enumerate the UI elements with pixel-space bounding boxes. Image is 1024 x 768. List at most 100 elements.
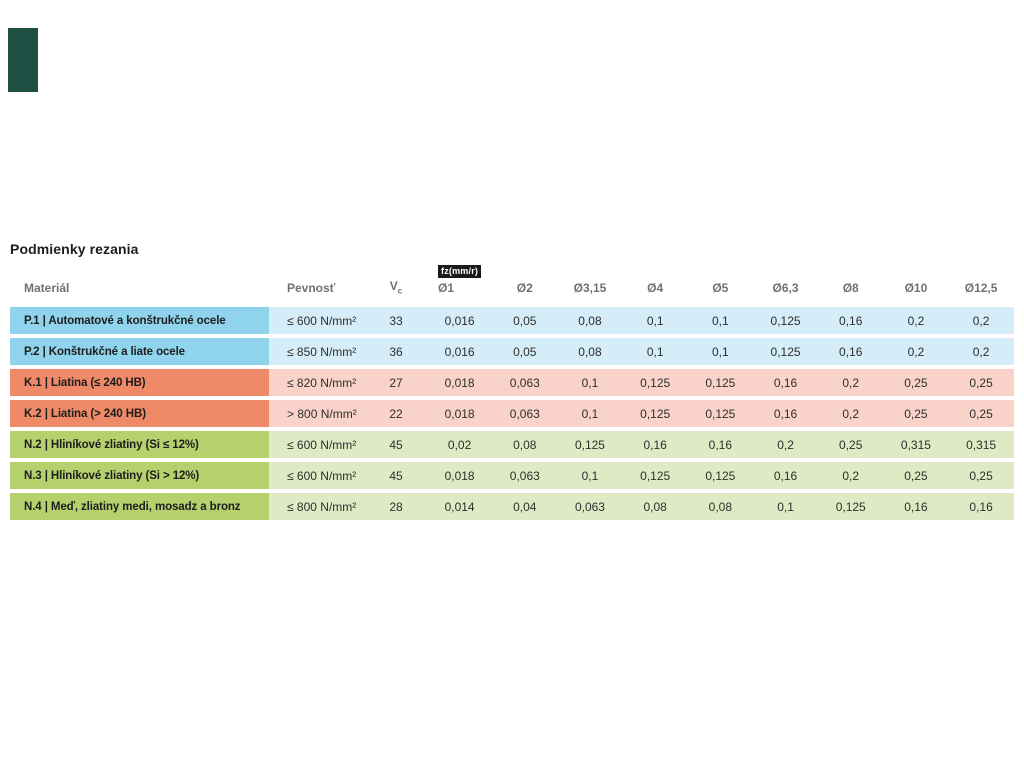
fz-value-cell: 0,1 (777, 499, 794, 514)
strength-cell: ≤ 850 N/mm² (287, 344, 357, 359)
fz-unit-badge: fz(mm/r) (438, 265, 482, 278)
section-title: Podmienky rezania (10, 241, 139, 257)
fz-value-cell: 0,2 (907, 344, 925, 359)
strength-cell: ≤ 820 N/mm² (287, 375, 357, 390)
col-header-d5: Ø5 (712, 281, 729, 295)
fz-value-cell: 0,1 (712, 344, 729, 359)
fz-value-cell: 0,063 (509, 406, 540, 421)
fz-value-cell: 0,2 (777, 437, 794, 452)
fz-value-cell: 0,125 (574, 437, 605, 452)
col-header-vc: Vc (365, 279, 427, 300)
table-body: P.1 | Automatové a konštrukčné ocele ≤ 60… (10, 307, 1014, 524)
fz-value-cell: 0,16 (839, 344, 863, 359)
col-header-strength: Pevnosť (287, 281, 336, 295)
fz-value-cell: 0,125 (705, 375, 736, 390)
fz-value-cell: 0,125 (835, 499, 866, 514)
table-row: N.3 | Hliníkové zliatiny (Si > 12%) ≤ 600… (10, 462, 1014, 489)
fz-value-cell: 0,16 (643, 437, 667, 452)
fz-value-cell: 0,16 (839, 313, 863, 328)
fz-value-cell: 0,2 (842, 468, 860, 483)
fz-value-cell: 0,16 (904, 499, 928, 514)
fz-value-cell: 0,16 (773, 468, 798, 483)
col-header-d2: Ø2 (516, 281, 533, 295)
fz-value-cell: 0,25 (969, 468, 993, 483)
strength-cell: ≤ 600 N/mm² (287, 437, 357, 452)
table-row: K.2 | Liatina (> 240 HB) > 800 N/mm² 22 0,0… (10, 400, 1014, 427)
fz-value-cell: 0,08 (708, 499, 733, 514)
material-cell: K.2 | Liatina (> 240 HB) (10, 400, 269, 427)
fz-value-cell: 0,16 (969, 499, 993, 514)
fz-value-cell: 0,125 (770, 313, 801, 328)
fz-value-cell: 0,1 (581, 375, 599, 390)
fz-value-cell: 0,018 (444, 375, 475, 390)
vc-cell: 45 (389, 468, 403, 483)
fz-value-cell: 0,125 (640, 406, 671, 421)
fz-value-cell: 0,05 (513, 344, 537, 359)
vc-subscript: c (397, 286, 403, 295)
fz-value-cell: 0,16 (773, 375, 798, 390)
material-cell: K.1 | Liatina (≤ 240 HB) (10, 369, 269, 396)
col-header-material: Materiál (24, 281, 70, 295)
fz-value-cell: 0,25 (839, 437, 863, 452)
fz-value-cell: 0,25 (904, 468, 928, 483)
table-row: P.1 | Automatové a konštrukčné ocele ≤ 60… (10, 307, 1014, 334)
fz-value-cell: 0,25 (904, 406, 928, 421)
fz-value-cell: 0,125 (770, 344, 801, 359)
col-header-d3: Ø3,15 (573, 281, 607, 295)
fz-value-cell: 0,1 (581, 468, 599, 483)
material-cell: N.3 | Hliníkové zliatiny (Si > 12%) (10, 462, 269, 489)
material-cell: N.2 | Hliníkové zliatiny (Si ≤ 12%) (10, 431, 269, 458)
col-header-d6: Ø6,3 (772, 281, 799, 295)
fz-value-cell: 0,315 (966, 437, 997, 452)
fz-value-cell: 0,2 (842, 375, 860, 390)
vc-cell: 33 (389, 313, 403, 328)
material-cell: P.1 | Automatové a konštrukčné ocele (10, 307, 269, 334)
material-cell: N.4 | Meď, zliatiny medi, mosadz a bronz (10, 493, 269, 520)
fz-value-cell: 0,014 (444, 499, 475, 514)
vc-cell: 45 (389, 437, 403, 452)
fz-value-cell: 0,016 (444, 344, 475, 359)
vc-symbol: V (389, 278, 398, 293)
fz-value-cell: 0,2 (842, 406, 860, 421)
fz-value-cell: 0,05 (513, 313, 537, 328)
col-header-d7: Ø8 (842, 281, 859, 295)
fz-value-cell: 0,08 (578, 344, 602, 359)
strength-cell: > 800 N/mm² (287, 406, 357, 421)
strength-cell: ≤ 800 N/mm² (287, 499, 357, 514)
fz-value-cell: 0,1 (646, 313, 664, 328)
fz-value-cell: 0,125 (705, 468, 736, 483)
vc-cell: 22 (389, 406, 403, 421)
fz-value-cell: 0,063 (574, 499, 605, 514)
fz-value-cell: 0,25 (969, 406, 993, 421)
fz-value-cell: 0,018 (444, 406, 475, 421)
table-row: N.4 | Meď, zliatiny medi, mosadz a bronz… (10, 493, 1014, 520)
fz-value-cell: 0,16 (708, 437, 733, 452)
fz-value-cell: 0,02 (447, 437, 472, 452)
fz-value-cell: 0,2 (972, 313, 990, 328)
fz-value-cell: 0,04 (513, 499, 537, 514)
fz-value-cell: 0,08 (513, 437, 537, 452)
fz-value-cell: 0,25 (969, 375, 993, 390)
fz-value-cell: 0,125 (640, 375, 671, 390)
strength-cell: ≤ 600 N/mm² (287, 468, 357, 483)
fz-value-cell: 0,08 (578, 313, 602, 328)
col-header-d8: Ø10 (904, 281, 928, 295)
fz-value-cell: 0,315 (900, 437, 931, 452)
fz-value-cell: 0,2 (907, 313, 925, 328)
fz-value-cell: 0,063 (509, 468, 540, 483)
color-variant-swatch[interactable] (8, 28, 38, 92)
col-header-d9: Ø12,5 (964, 281, 998, 295)
col-header-d1: fz(mm/r) Ø1 (427, 265, 492, 300)
fz-value-cell: 0,1 (581, 406, 599, 421)
fz-value-cell: 0,1 (712, 313, 729, 328)
vc-cell: 28 (389, 499, 403, 514)
table-header-row: Materiál Pevnosť Vc fz(mm/r) Ø1 Ø2 Ø3,15 Ø… (10, 258, 1014, 300)
fz-value-cell: 0,125 (640, 468, 671, 483)
material-cell: P.2 | Konštrukčné a liate ocele (10, 338, 269, 365)
strength-cell: ≤ 600 N/mm² (287, 313, 357, 328)
fz-value-cell: 0,016 (444, 313, 475, 328)
fz-value-cell: 0,25 (904, 375, 928, 390)
table-row: N.2 | Hliníkové zliatiny (Si ≤ 12%) ≤ 600… (10, 431, 1014, 458)
table-row: P.2 | Konštrukčné a liate ocele ≤ 850 N/m… (10, 338, 1014, 365)
